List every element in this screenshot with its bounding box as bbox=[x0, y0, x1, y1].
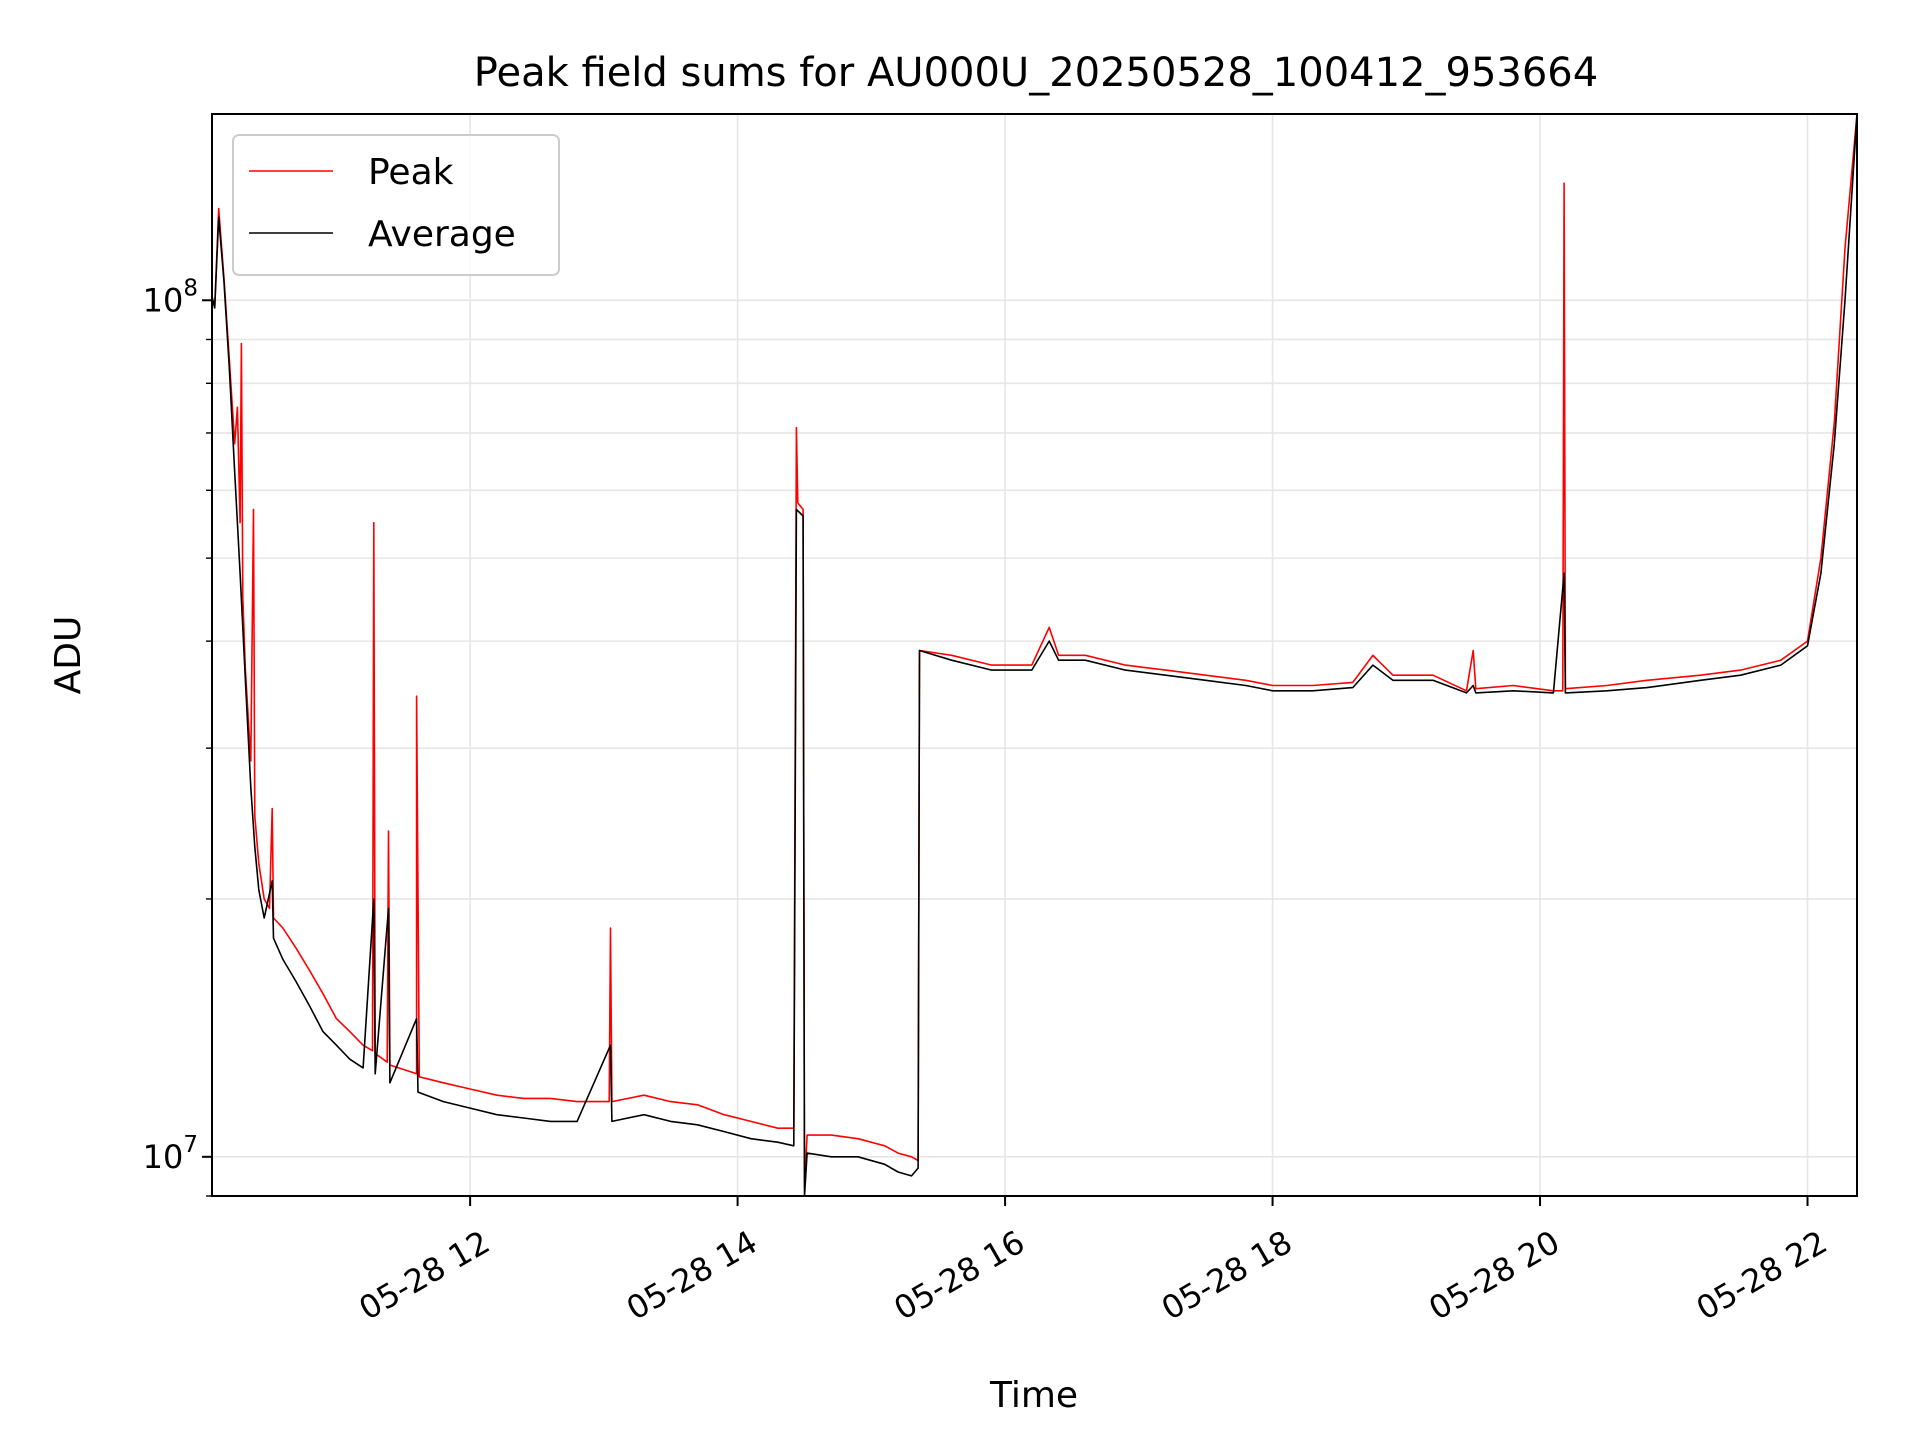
legend: Peak Average bbox=[232, 134, 560, 276]
grid bbox=[212, 114, 1857, 1197]
legend-peak-label: Peak bbox=[368, 152, 454, 193]
y-tick-label: 108 bbox=[143, 275, 198, 319]
series-line-average bbox=[212, 114, 1857, 1196]
y-tick-base: 10 bbox=[143, 1138, 184, 1176]
y-tick-label: 107 bbox=[143, 1132, 198, 1176]
legend-box bbox=[232, 134, 560, 276]
legend-average-label: Average bbox=[368, 214, 516, 255]
axes-frame bbox=[211, 113, 1858, 1197]
chart-title: Peak field sums for AU000U_20250528_1004… bbox=[474, 50, 1598, 96]
y-axis-label: ADU bbox=[48, 616, 89, 695]
y-tick-exponent: 8 bbox=[183, 275, 198, 301]
x-axis-label: Time bbox=[989, 1375, 1078, 1416]
y-tick-base: 10 bbox=[143, 281, 184, 319]
series-line-peak bbox=[212, 114, 1857, 1189]
plot-area bbox=[212, 114, 1857, 1196]
y-tick-exponent: 7 bbox=[183, 1132, 198, 1158]
